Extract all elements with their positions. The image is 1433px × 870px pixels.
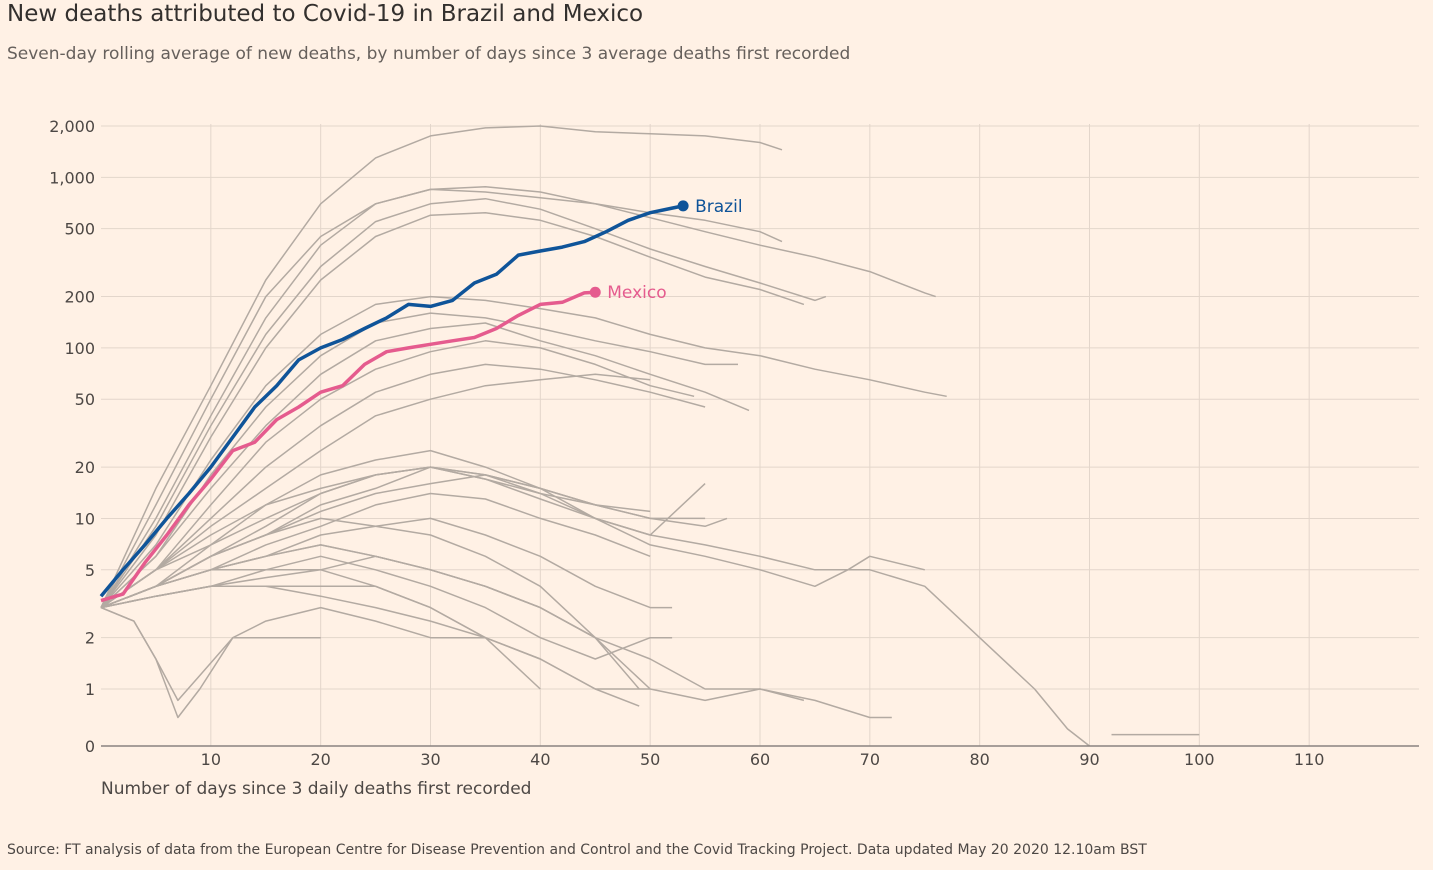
mexico-line bbox=[100, 290, 596, 603]
y-tick-label: 0 bbox=[85, 737, 95, 756]
y-tick-label: 2,000 bbox=[49, 117, 95, 136]
y-tick-label: 1,000 bbox=[49, 168, 95, 187]
x-tick-label: 90 bbox=[1079, 750, 1099, 769]
country-line bbox=[100, 555, 673, 660]
x-tick-label: 40 bbox=[530, 750, 550, 769]
country-line bbox=[100, 606, 486, 702]
x-tick-label: 100 bbox=[1184, 750, 1215, 769]
x-tick-label: 80 bbox=[969, 750, 989, 769]
country-line bbox=[100, 186, 936, 608]
y-tick-label: 20 bbox=[75, 458, 95, 477]
x-tick-label: 110 bbox=[1294, 750, 1325, 769]
mexico-end-point bbox=[589, 286, 601, 298]
country-line bbox=[100, 197, 827, 609]
country-line bbox=[100, 466, 651, 609]
y-tick-label: 1 bbox=[85, 680, 95, 699]
x-axis-ticks: 10 20 30 40 50 60 70 80 90 100 110 bbox=[201, 750, 1325, 769]
country-line bbox=[100, 373, 651, 609]
y-tick-label: 500 bbox=[64, 220, 95, 239]
y-tick-label: 100 bbox=[64, 339, 95, 358]
country-line bbox=[100, 125, 783, 608]
grid-lines bbox=[101, 124, 1419, 746]
country-line bbox=[100, 474, 706, 609]
x-tick-label: 10 bbox=[201, 750, 221, 769]
mexico-label: Mexico bbox=[607, 283, 666, 303]
country-line bbox=[100, 606, 321, 719]
x-tick-label: 20 bbox=[310, 750, 330, 769]
y-tick-label: 200 bbox=[64, 288, 95, 307]
y-tick-label: 50 bbox=[75, 390, 95, 409]
country-line bbox=[100, 585, 651, 690]
country-line bbox=[100, 544, 892, 719]
country-line bbox=[100, 466, 1090, 747]
y-tick-label: 10 bbox=[75, 509, 95, 528]
x-tick-label: 30 bbox=[420, 750, 440, 769]
country-line bbox=[100, 188, 783, 608]
country-line bbox=[100, 340, 695, 609]
chart-subtitle: Seven-day rolling average of new deaths,… bbox=[7, 44, 851, 64]
brazil-line bbox=[99, 204, 684, 598]
brazil-end-point bbox=[677, 200, 689, 212]
highlighted-countries-lines: Brazil Mexico bbox=[99, 197, 743, 603]
x-tick-label: 50 bbox=[640, 750, 660, 769]
other-countries-lines bbox=[100, 125, 1200, 747]
country-line bbox=[100, 312, 738, 609]
country-line bbox=[100, 544, 596, 639]
y-tick-label: 2 bbox=[85, 629, 95, 648]
y-tick-label: 5 bbox=[85, 561, 95, 580]
x-tick-label: 60 bbox=[750, 750, 770, 769]
chart-title: New deaths attributed to Covid-19 in Bra… bbox=[7, 1, 644, 27]
country-line bbox=[100, 211, 805, 609]
country-line bbox=[100, 295, 947, 609]
x-axis-label: Number of days since 3 daily deaths firs… bbox=[101, 779, 532, 799]
source-note: Source: FT analysis of data from the Eur… bbox=[7, 842, 1147, 858]
country-line bbox=[100, 322, 750, 609]
country-line bbox=[100, 363, 706, 609]
country-line bbox=[100, 517, 805, 702]
brazil-label: Brazil bbox=[695, 197, 742, 217]
y-axis-ticks: 0 1 2 5 10 20 50 100 200 500 1,000 2,000 bbox=[49, 117, 95, 756]
x-tick-label: 70 bbox=[860, 750, 880, 769]
